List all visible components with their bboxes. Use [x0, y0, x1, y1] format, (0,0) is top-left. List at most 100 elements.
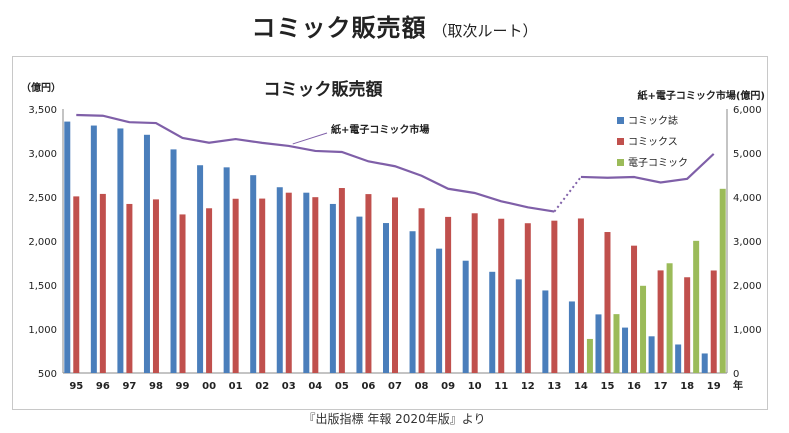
- x-tick-label: 13: [547, 381, 561, 392]
- x-tick-label: 05: [335, 381, 349, 392]
- magazine-bar: [90, 125, 97, 373]
- left-tick-label: 500: [38, 369, 57, 380]
- comics-bar: [498, 218, 505, 373]
- comics-bar: [551, 220, 558, 373]
- comics-bar: [392, 197, 398, 373]
- comics-bar: [684, 277, 691, 373]
- page-heading: コミック販売額 （取次ルート）: [0, 8, 789, 43]
- magazine-bar: [197, 165, 204, 373]
- right-tick-label: 4,000: [733, 193, 762, 204]
- x-tick-label: 01: [229, 381, 243, 392]
- magazine-bar: [276, 187, 283, 373]
- comics-bar: [206, 208, 213, 373]
- x-tick-label: 10: [468, 381, 482, 392]
- x-tick-label: 08: [415, 381, 429, 392]
- right-tick-label: 0: [733, 369, 739, 380]
- left-tick-label: 1,500: [28, 281, 57, 292]
- left-axis-unit: （億円）: [21, 81, 61, 94]
- magazine-bar: [462, 260, 469, 373]
- magazine-bar: [329, 203, 336, 373]
- x-tick-label: 96: [96, 381, 110, 392]
- right-axis-unit: 紙+電子コミック市場(億円): [637, 89, 765, 102]
- chart-title: コミック販売額: [264, 79, 383, 100]
- comics-bar: [152, 199, 159, 373]
- x-tick-label: 03: [282, 381, 296, 392]
- x-tick-label: 16: [627, 381, 641, 392]
- magazine-bar: [117, 128, 124, 373]
- comics-bar: [285, 192, 292, 373]
- magazine-bar: [436, 248, 443, 373]
- digital-bar: [613, 314, 620, 373]
- magazine-bar: [383, 223, 389, 373]
- x-tick-label: 19: [707, 381, 721, 392]
- magazine-bar: [489, 271, 496, 373]
- legend-swatch: [617, 159, 624, 166]
- magazine-bar: [515, 279, 522, 373]
- x-tick-label: 18: [680, 381, 694, 392]
- magazine-bar: [170, 149, 177, 373]
- x-tick-label: 11: [494, 381, 508, 392]
- magazine-bar: [64, 121, 71, 373]
- x-tick-label: 06: [361, 381, 375, 392]
- comics-bar: [126, 203, 133, 373]
- digital-bar: [586, 338, 593, 373]
- digital-bar: [666, 263, 673, 373]
- right-tick-label: 6,000: [733, 105, 762, 116]
- magazine-bar: [542, 290, 549, 373]
- x-tick-label: 17: [654, 381, 668, 392]
- page-subtitle: （取次ルート）: [432, 22, 538, 40]
- magazine-bar: [303, 192, 310, 373]
- digital-bar: [693, 240, 700, 373]
- right-tick-label: 2,000: [733, 281, 762, 292]
- comics-bar: [657, 270, 664, 373]
- x-tick-label: 02: [255, 381, 269, 392]
- comics-bar: [365, 194, 372, 373]
- comics-bar: [338, 188, 345, 373]
- comics-bar: [604, 232, 611, 373]
- x-tick-label: 95: [69, 381, 83, 392]
- source-note: 『出版指標 年報 2020年版』より: [303, 412, 486, 426]
- market-line: [76, 113, 555, 213]
- x-axis-unit: 年: [733, 379, 743, 392]
- left-tick-label: 2,500: [28, 193, 57, 204]
- x-tick-label: 15: [601, 381, 615, 392]
- comics-bar: [312, 197, 319, 373]
- magazine-bar: [701, 353, 708, 373]
- market-line: [580, 153, 715, 184]
- legend-label: 電子コミック: [628, 157, 688, 169]
- comics-bar: [232, 198, 239, 373]
- comics-bar: [445, 216, 452, 373]
- sales-chart: コミック販売額 （億円） 紙+電子コミック市場(億円) 500 1,000 1,500 2,…: [21, 79, 765, 392]
- magazine-bar: [568, 301, 575, 373]
- comics-bar: [259, 198, 266, 373]
- x-tick-label: 12: [521, 381, 535, 392]
- magazine-bar: [595, 314, 602, 373]
- page-title: コミック販売額: [251, 14, 427, 42]
- comics-bar: [524, 223, 531, 373]
- legend-swatch: [617, 117, 624, 124]
- comics-bar: [99, 193, 106, 373]
- x-tick-label: 09: [441, 381, 455, 392]
- chart-frame: コミック販売額 （億円） 紙+電子コミック市場(億円) 500 1,000 1,500 2,…: [12, 56, 768, 410]
- x-tick-label: 99: [176, 381, 190, 392]
- magazine-bar: [648, 336, 655, 373]
- legend-label: コミック誌: [628, 114, 678, 127]
- x-tick-label: 97: [122, 381, 136, 392]
- right-tick-label: 5,000: [733, 149, 762, 160]
- right-tick-label: 3,000: [733, 237, 762, 248]
- market-line-dashed: [553, 176, 582, 213]
- left-tick-label: 3,000: [28, 149, 57, 160]
- comics-bar: [471, 213, 478, 373]
- comics-bar: [577, 218, 584, 373]
- x-tick-label: 00: [202, 381, 216, 392]
- comics-bar: [418, 208, 425, 373]
- magazine-bar: [356, 216, 363, 373]
- legend-label: コミックス: [628, 136, 678, 148]
- left-tick-label: 1,000: [28, 325, 57, 336]
- magazine-bar: [409, 231, 416, 373]
- comics-bar: [631, 245, 638, 373]
- comics-bar: [710, 270, 717, 373]
- legend-swatch: [617, 138, 624, 145]
- digital-bar: [719, 188, 726, 373]
- right-tick-label: 1,000: [733, 325, 762, 336]
